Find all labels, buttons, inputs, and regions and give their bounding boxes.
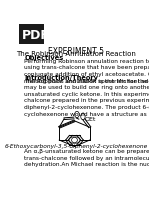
Text: Objectives: Objectives [24, 55, 64, 61]
Text: 6-Ethoxycarbonyl-3,5-diphenyl-2-cyclohexenone: 6-Ethoxycarbonyl-3,5-diphenyl-2-cyclohex… [5, 144, 148, 149]
Text: The Robinson annulation is the Michael addition followed by a simple aldol conde: The Robinson annulation is the Michael a… [24, 79, 149, 117]
Text: EXPERIMENT 5: EXPERIMENT 5 [48, 47, 104, 56]
Text: The Robinson Annulation Reaction: The Robinson Annulation Reaction [16, 51, 136, 57]
Text: Introduction/Theory: Introduction/Theory [24, 75, 98, 81]
Text: An α,β-unsaturated ketone can be prepared by conjugate addition of ethyl acetoac: An α,β-unsaturated ketone can be prepare… [24, 149, 149, 167]
Text: Performing Robinson annulation reaction to prepare an α,β-unsaturated cyclic ket: Performing Robinson annulation reaction … [24, 59, 149, 84]
Text: O: O [80, 113, 86, 122]
Text: PDF: PDF [22, 29, 50, 42]
Text: OEt: OEt [84, 117, 96, 122]
FancyBboxPatch shape [19, 24, 44, 44]
Text: O: O [73, 111, 79, 120]
